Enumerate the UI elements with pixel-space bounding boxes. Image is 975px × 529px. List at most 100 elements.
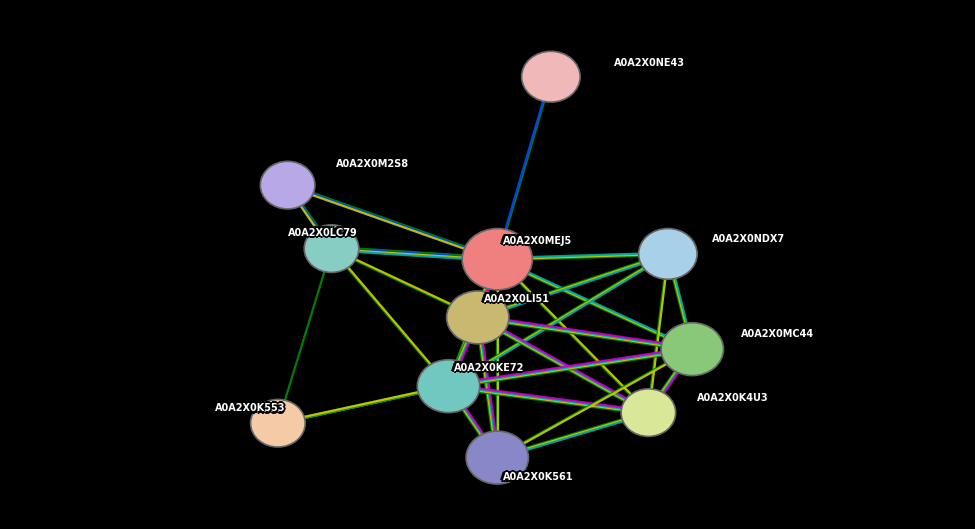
Text: A0A2X0K4U3: A0A2X0K4U3: [699, 391, 770, 401]
Text: A0A2X0LC79: A0A2X0LC79: [290, 230, 360, 239]
Text: A0A2X0K553: A0A2X0K553: [217, 404, 288, 413]
Text: A0A2X0MC44: A0A2X0MC44: [743, 331, 816, 341]
Text: A0A2X0KE72: A0A2X0KE72: [457, 363, 527, 372]
Ellipse shape: [639, 229, 697, 279]
Text: A0A2X0NDX7: A0A2X0NDX7: [710, 233, 783, 242]
Text: A0A2X0NDX7: A0A2X0NDX7: [709, 234, 782, 244]
Text: A0A2X0K561: A0A2X0K561: [503, 470, 573, 480]
Text: A0A2X0M2S8: A0A2X0M2S8: [338, 161, 411, 170]
Text: A0A2X0M2S8: A0A2X0M2S8: [339, 159, 412, 169]
Text: A0A2X0LI51: A0A2X0LI51: [482, 293, 548, 302]
Ellipse shape: [447, 291, 509, 344]
Text: A0A2X0MEJ5: A0A2X0MEJ5: [503, 234, 572, 243]
Text: A0A2X0LC79: A0A2X0LC79: [286, 226, 356, 236]
Text: A0A2X0MEJ5: A0A2X0MEJ5: [503, 236, 572, 245]
Text: A0A2X0KE72: A0A2X0KE72: [454, 363, 525, 372]
Text: A0A2X0K4U3: A0A2X0K4U3: [697, 391, 768, 400]
Text: A0A2X0NDX7: A0A2X0NDX7: [712, 234, 785, 244]
Text: A0A2X0MEJ5: A0A2X0MEJ5: [505, 234, 574, 244]
Text: A0A2X0K561: A0A2X0K561: [503, 472, 573, 482]
Text: A0A2X0K553: A0A2X0K553: [214, 402, 285, 411]
Ellipse shape: [621, 389, 676, 436]
Text: A0A2X0LC79: A0A2X0LC79: [285, 228, 355, 238]
Text: A0A2X0K561: A0A2X0K561: [505, 471, 575, 480]
Ellipse shape: [661, 323, 723, 376]
Text: A0A2X0MEJ5: A0A2X0MEJ5: [503, 238, 572, 248]
Text: A0A2X0LI51: A0A2X0LI51: [484, 296, 550, 306]
Text: A0A2X0NE43: A0A2X0NE43: [617, 59, 688, 68]
Ellipse shape: [466, 431, 528, 484]
Text: A0A2X0K4U3: A0A2X0K4U3: [699, 395, 770, 404]
Text: A0A2X0NDX7: A0A2X0NDX7: [710, 236, 783, 245]
Text: A0A2X0LI51: A0A2X0LI51: [486, 293, 552, 302]
Text: A0A2X0LI51: A0A2X0LI51: [487, 294, 553, 304]
Text: A0A2X0KE72: A0A2X0KE72: [451, 363, 522, 372]
Text: A0A2X0KE72: A0A2X0KE72: [456, 364, 526, 374]
Text: A0A2X0K561: A0A2X0K561: [503, 475, 573, 484]
Text: A0A2X0LC79: A0A2X0LC79: [286, 230, 356, 239]
Text: A0A2X0NDX7: A0A2X0NDX7: [712, 232, 785, 242]
Text: A0A2X0LC79: A0A2X0LC79: [288, 230, 358, 240]
Ellipse shape: [304, 225, 359, 272]
Text: A0A2X0LC79: A0A2X0LC79: [291, 228, 361, 238]
Text: A0A2X0KE72: A0A2X0KE72: [454, 361, 525, 370]
Text: A0A2X0K553: A0A2X0K553: [213, 405, 283, 415]
Text: A0A2X0LI51: A0A2X0LI51: [484, 292, 550, 302]
Text: A0A2X0NE43: A0A2X0NE43: [614, 61, 685, 70]
Text: A0A2X0MC44: A0A2X0MC44: [739, 328, 812, 338]
Ellipse shape: [260, 161, 315, 209]
Text: A0A2X0NE43: A0A2X0NE43: [616, 57, 687, 67]
Text: A0A2X0M2S8: A0A2X0M2S8: [333, 159, 407, 169]
Text: A0A2X0LI51: A0A2X0LI51: [482, 296, 548, 305]
Text: A0A2X0NDX7: A0A2X0NDX7: [715, 234, 788, 244]
Ellipse shape: [522, 51, 580, 102]
Ellipse shape: [462, 229, 532, 290]
Text: A0A2X0K561: A0A2X0K561: [501, 471, 571, 480]
Text: A0A2X0K553: A0A2X0K553: [213, 402, 283, 412]
Text: A0A2X0M2S8: A0A2X0M2S8: [336, 157, 410, 167]
Text: A0A2X0MEJ5: A0A2X0MEJ5: [501, 238, 570, 247]
Text: A0A2X0MC44: A0A2X0MC44: [743, 328, 816, 338]
Text: A0A2X0K4U3: A0A2X0K4U3: [697, 393, 768, 403]
Ellipse shape: [417, 360, 480, 413]
Text: A0A2X0NDX7: A0A2X0NDX7: [714, 233, 787, 242]
Text: A0A2X0MC44: A0A2X0MC44: [738, 330, 811, 339]
Text: A0A2X0MEJ5: A0A2X0MEJ5: [506, 236, 575, 245]
Text: A0A2X0LI51: A0A2X0LI51: [484, 294, 550, 304]
Text: A0A2X0MC44: A0A2X0MC44: [744, 330, 817, 339]
Text: A0A2X0MC44: A0A2X0MC44: [739, 331, 812, 341]
Text: A0A2X0KE72: A0A2X0KE72: [452, 361, 523, 371]
Text: A0A2X0K561: A0A2X0K561: [505, 474, 575, 484]
Text: A0A2X0NE43: A0A2X0NE43: [611, 59, 682, 68]
Text: A0A2X0M2S8: A0A2X0M2S8: [336, 161, 410, 171]
Ellipse shape: [251, 399, 305, 447]
Text: A0A2X0LC79: A0A2X0LC79: [288, 226, 358, 235]
Text: A0A2X0K553: A0A2X0K553: [216, 402, 287, 412]
Text: A0A2X0K561: A0A2X0K561: [500, 472, 570, 482]
Text: A0A2X0K4U3: A0A2X0K4U3: [694, 393, 765, 403]
Text: A0A2X0MC44: A0A2X0MC44: [741, 330, 814, 339]
Text: A0A2X0K553: A0A2X0K553: [214, 406, 285, 415]
Text: A0A2X0K4U3: A0A2X0K4U3: [695, 395, 766, 404]
Text: A0A2X0KE72: A0A2X0KE72: [452, 364, 523, 374]
Text: A0A2X0MEJ5: A0A2X0MEJ5: [500, 236, 569, 245]
Text: A0A2X0K561: A0A2X0K561: [506, 472, 576, 482]
Text: A0A2X0MC44: A0A2X0MC44: [741, 332, 814, 341]
Text: A0A2X0K4U3: A0A2X0K4U3: [697, 395, 768, 405]
Text: A0A2X0M2S8: A0A2X0M2S8: [334, 161, 408, 170]
Text: A0A2X0K4U3: A0A2X0K4U3: [700, 393, 771, 403]
Text: A0A2X0KE72: A0A2X0KE72: [456, 361, 526, 371]
Text: A0A2X0NE43: A0A2X0NE43: [616, 60, 687, 70]
Text: A0A2X0M2S8: A0A2X0M2S8: [338, 158, 411, 167]
Text: A0A2X0LC79: A0A2X0LC79: [290, 226, 360, 236]
Text: A0A2X0K553: A0A2X0K553: [214, 404, 285, 413]
Text: A0A2X0NE43: A0A2X0NE43: [612, 57, 683, 67]
Text: A0A2X0MEJ5: A0A2X0MEJ5: [501, 234, 570, 244]
Text: A0A2X0NE43: A0A2X0NE43: [612, 60, 683, 70]
Text: A0A2X0K553: A0A2X0K553: [216, 405, 287, 415]
Text: A0A2X0K561: A0A2X0K561: [501, 474, 571, 484]
Text: A0A2X0KE72: A0A2X0KE72: [454, 365, 525, 375]
Text: A0A2X0M2S8: A0A2X0M2S8: [334, 158, 408, 167]
Text: A0A2X0LI51: A0A2X0LI51: [481, 294, 547, 304]
Text: A0A2X0LI51: A0A2X0LI51: [486, 296, 552, 305]
